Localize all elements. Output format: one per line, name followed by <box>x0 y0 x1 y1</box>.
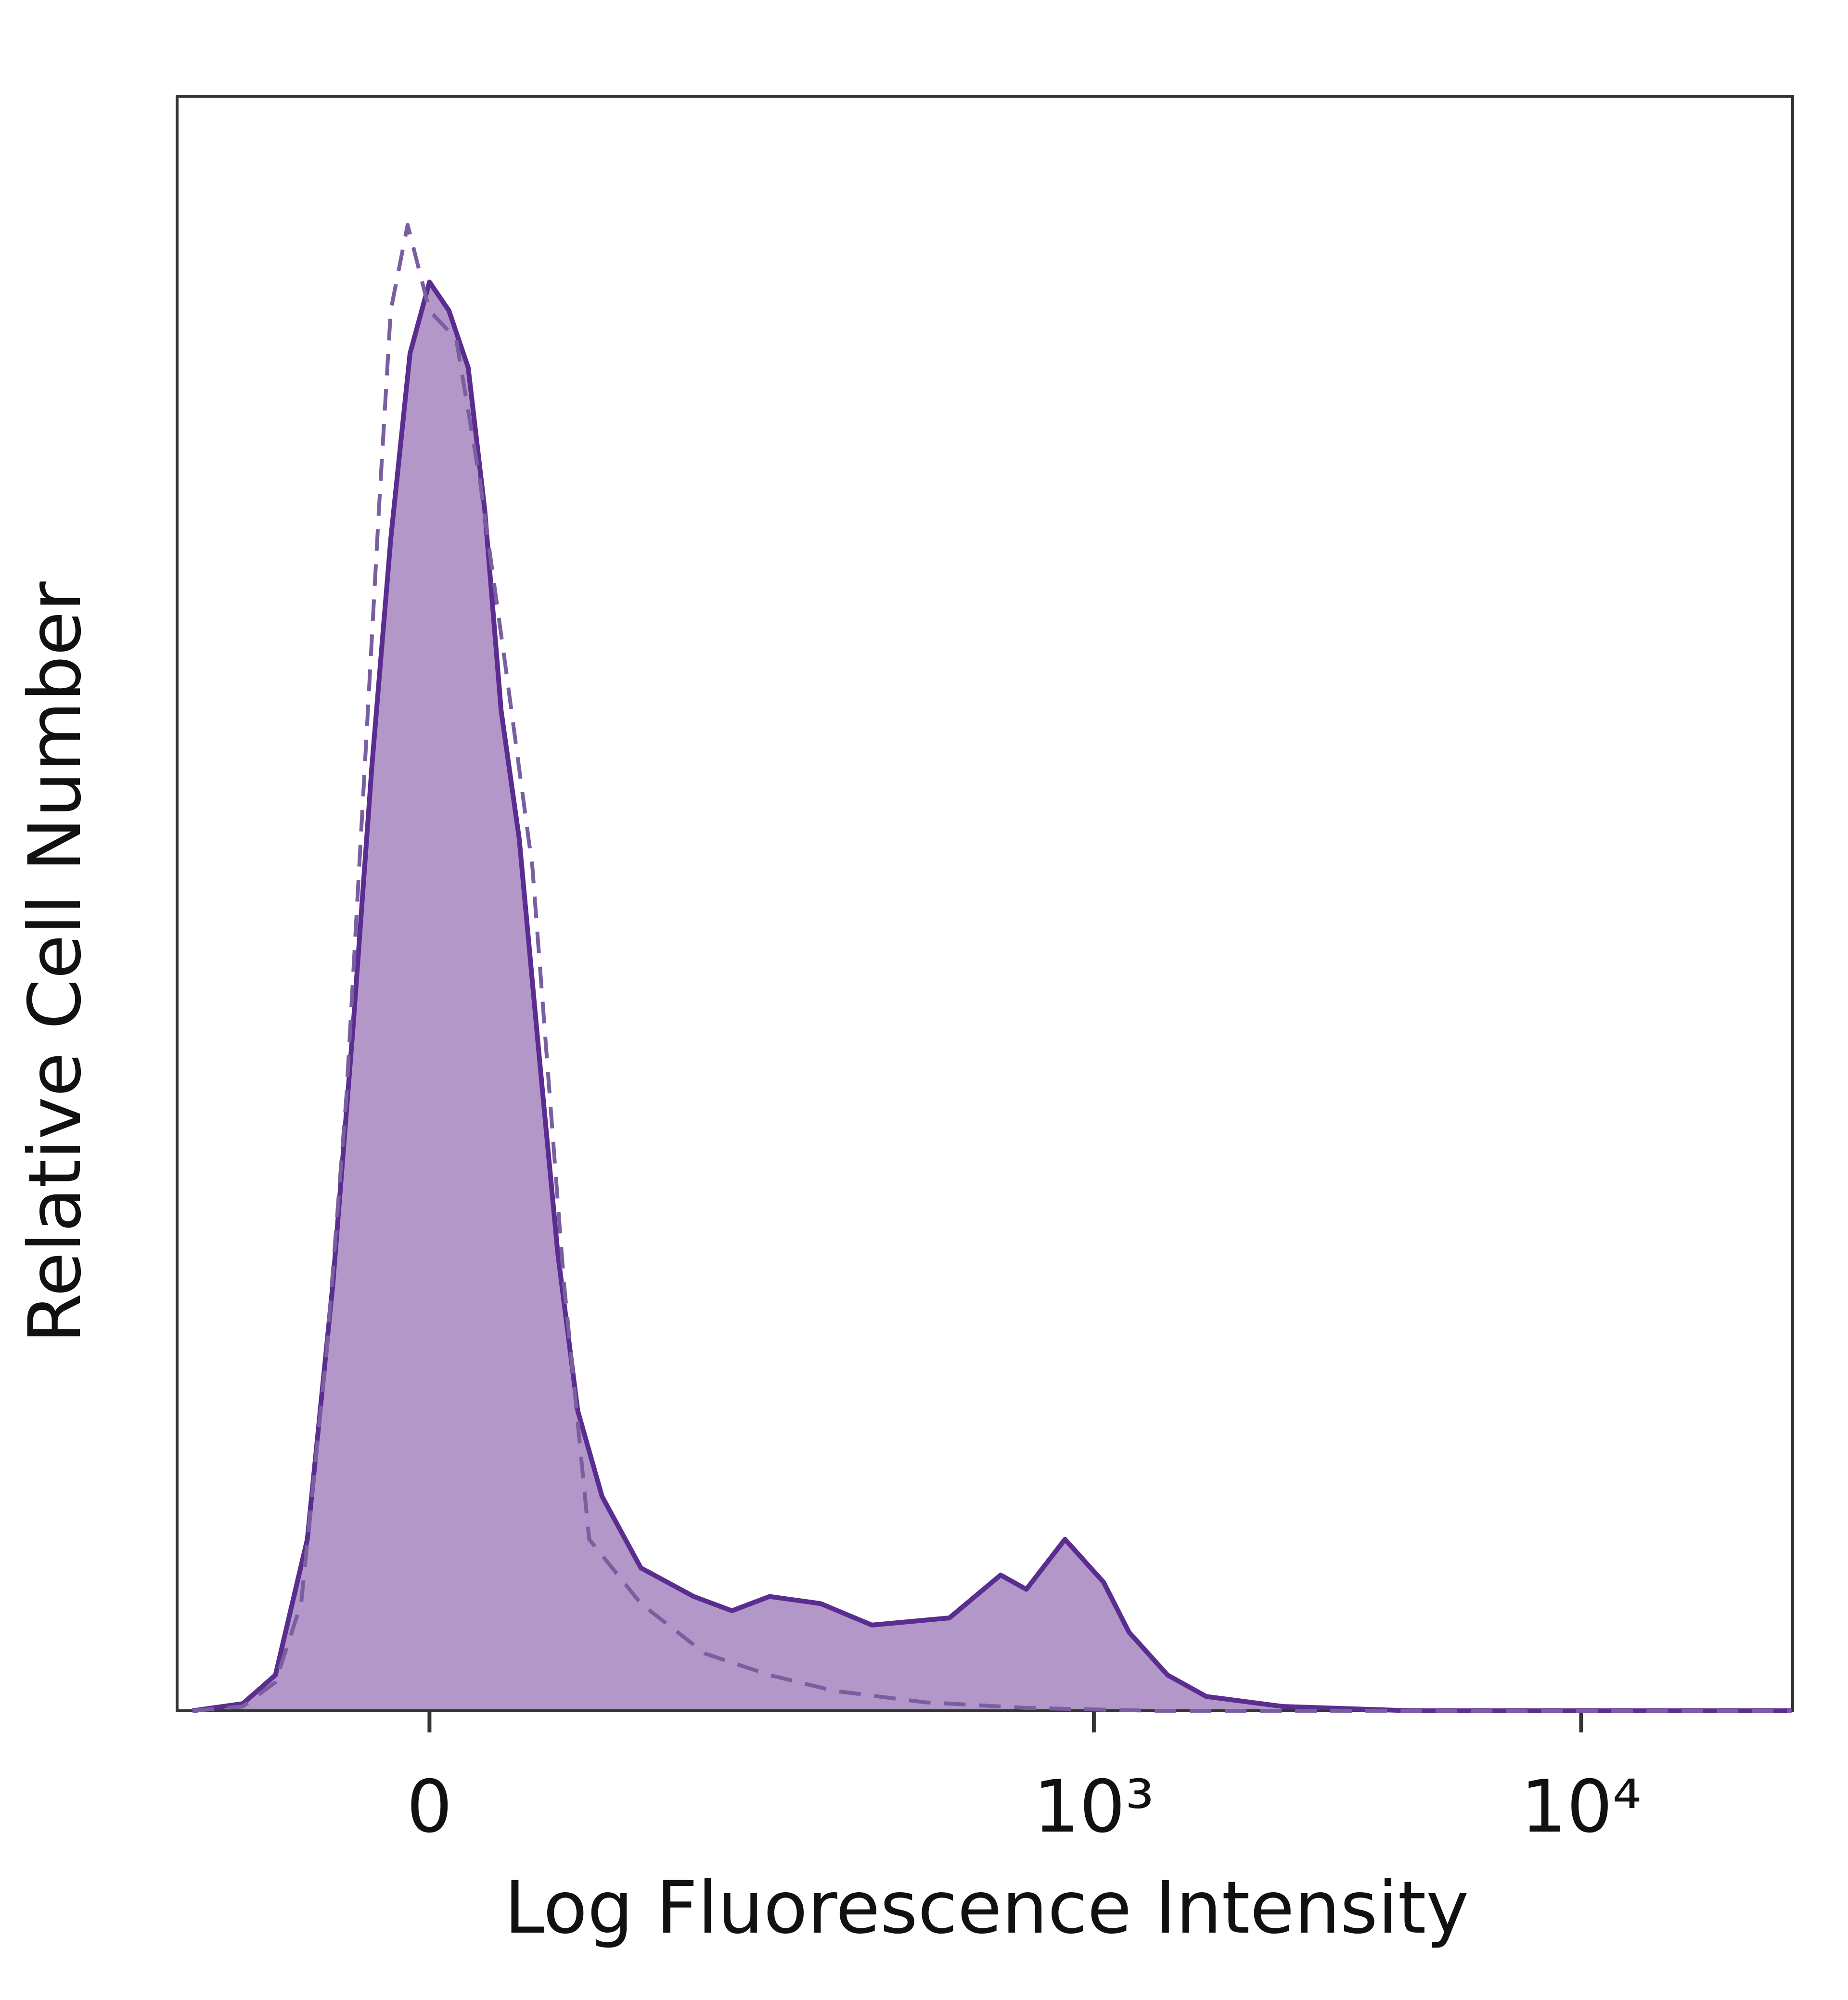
x-tick-label: 10⁴ <box>1521 1765 1642 1849</box>
control-histogram <box>192 223 1792 1713</box>
y-axis-label: Relative Cell Number <box>13 581 97 1344</box>
histogram-fill <box>192 282 1792 1711</box>
x-tick-label: 0 <box>407 1765 452 1849</box>
x-tick-label: 10³ <box>1033 1765 1154 1849</box>
x-axis-label: Log Fluorescence Intensity <box>504 1866 1469 1950</box>
histogram-outline <box>192 280 1792 1713</box>
plot-frame <box>176 95 1794 1712</box>
